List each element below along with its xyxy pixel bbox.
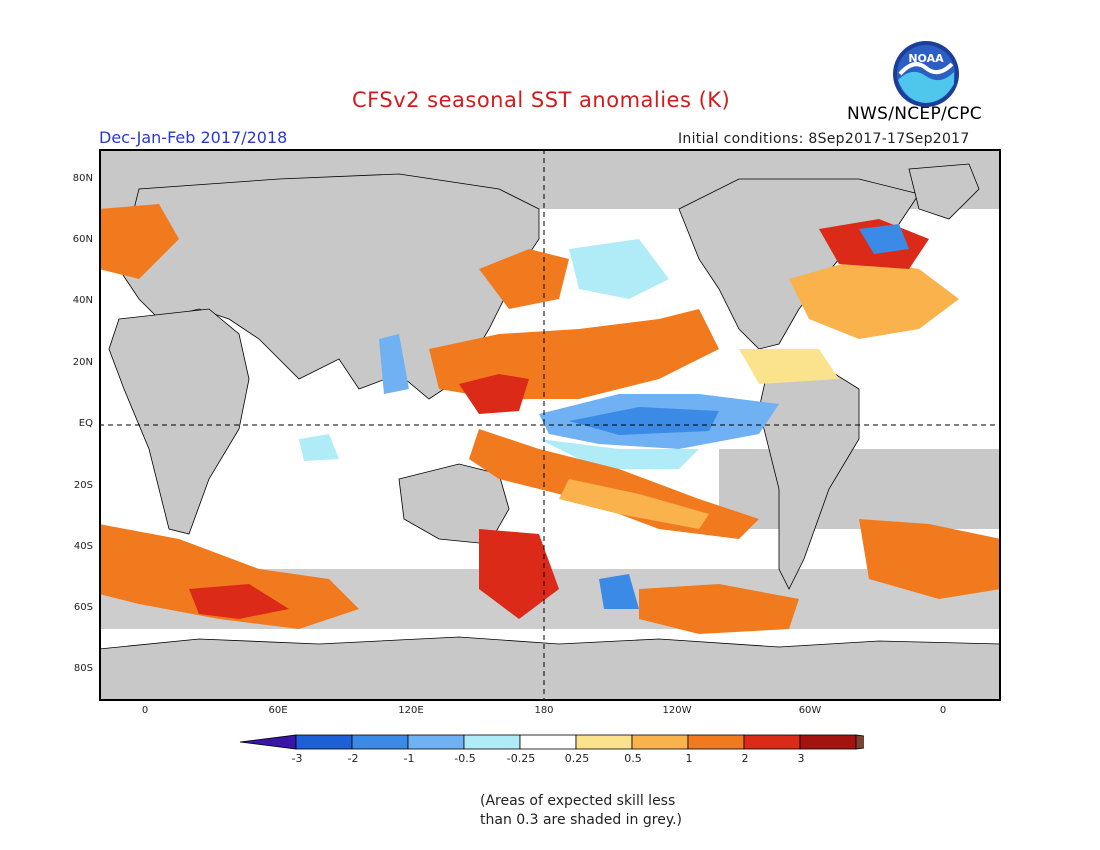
antarctica-landmass <box>99 636 1001 701</box>
africa-landmass <box>108 308 250 535</box>
colorbar-segment <box>575 734 633 750</box>
colorbar-segment <box>519 734 577 750</box>
colorbar-tick-label: 0.25 <box>564 752 590 765</box>
colorbar <box>239 734 864 750</box>
colorbar-segment <box>687 734 745 750</box>
colorbar-tick-label: 0.5 <box>624 752 642 765</box>
warm-anomaly-southeast-pacific <box>639 584 799 634</box>
warm-anomaly-north-atlantic <box>789 259 959 339</box>
strong-warm-anomaly-southern-indian <box>189 584 289 619</box>
lat-label: 40S <box>73 541 93 552</box>
australia-landmass <box>398 463 510 545</box>
warm-anomaly-southern-indian <box>99 524 359 629</box>
light-cool-anomaly-indian-ocean <box>299 434 339 461</box>
colorbar-tick-label: -1 <box>403 752 415 765</box>
colorbar-segment <box>351 734 409 750</box>
lon-label: 120W <box>662 705 692 716</box>
light-cool-anomaly-pacific <box>539 439 699 469</box>
lat-label: 60S <box>73 602 93 613</box>
cool-anomaly-north-atlantic <box>859 224 909 254</box>
lon-label: 60W <box>798 705 822 716</box>
lat-label: 20N <box>72 357 93 368</box>
lon-label: 0 <box>141 705 149 716</box>
colorbar-tick-label: -0.25 <box>506 752 536 765</box>
strong-warm-anomaly-southwest-pacific <box>479 529 559 619</box>
lat-label: 40N <box>72 295 93 306</box>
light-warm-anomaly-tropical-atlantic <box>739 349 839 384</box>
south-america-landmass <box>758 363 860 590</box>
anomaly-field <box>99 204 1001 634</box>
colorbar-arrow-high <box>855 734 864 750</box>
colorbar-segment <box>295 734 353 750</box>
lat-label: EQ <box>78 418 93 429</box>
skill-note-line2: than 0.3 are shaded in grey.) <box>480 812 683 828</box>
light-warm-anomaly-south-pacific <box>559 479 709 529</box>
noaa-logo: NOAA <box>893 41 959 107</box>
season-label: Dec-Jan-Feb 2017/2018 <box>99 128 288 147</box>
lon-label: 0 <box>939 705 947 716</box>
continents <box>99 163 1001 701</box>
cool-anomaly-southeast-pacific <box>599 574 639 609</box>
initial-conditions-label: Initial conditions: 8Sep2017-17Sep2017 <box>678 131 970 147</box>
colorbar-arrow-low <box>239 734 297 750</box>
cool-anomaly-northeast-pacific <box>569 239 669 299</box>
colorbar-tick-label: 3 <box>797 752 805 765</box>
cool-anomaly-west-pacific-marginal-seas <box>379 334 409 394</box>
noaa-logo-text: NOAA <box>908 52 944 65</box>
strong-cool-anomaly-equatorial-pacific <box>569 407 719 435</box>
lat-label: 60N <box>72 234 93 245</box>
greenland-landmass <box>908 163 980 220</box>
colorbar-tick-label: -3 <box>291 752 303 765</box>
lat-label: 20S <box>73 480 93 491</box>
colorbar-segment <box>463 734 521 750</box>
colorbar-tick-label: 1 <box>685 752 693 765</box>
colorbar-tick-label: 2 <box>741 752 749 765</box>
strong-warm-anomaly-west-pacific <box>459 374 529 414</box>
north-america-landmass <box>678 178 920 350</box>
organization-label: NWS/NCEP/CPC <box>847 104 982 124</box>
colorbar-tick-label: -0.5 <box>454 752 476 765</box>
sst-anomaly-map <box>99 149 1001 701</box>
lat-label: 80N <box>72 173 93 184</box>
lon-label: 120E <box>398 705 424 716</box>
colorbar-segment <box>743 734 801 750</box>
map-frame <box>99 149 1001 701</box>
colorbar-tick-label: -2 <box>347 752 359 765</box>
colorbar-segment <box>799 734 857 750</box>
skill-note-line1: (Areas of expected skill less <box>480 793 676 809</box>
warm-anomaly-southern-atlantic <box>859 519 1001 599</box>
lon-label: 180 <box>534 705 554 716</box>
lon-label: 60E <box>268 705 288 716</box>
colorbar-segments <box>239 734 864 750</box>
colorbar-segment <box>407 734 465 750</box>
warm-anomaly-north-atlantic-west <box>99 204 179 279</box>
lat-label: 80S <box>73 663 93 674</box>
warm-anomaly-northeast-pacific <box>479 249 569 309</box>
chart-title: CFSv2 seasonal SST anomalies (K) <box>352 88 731 112</box>
colorbar-segment <box>631 734 689 750</box>
